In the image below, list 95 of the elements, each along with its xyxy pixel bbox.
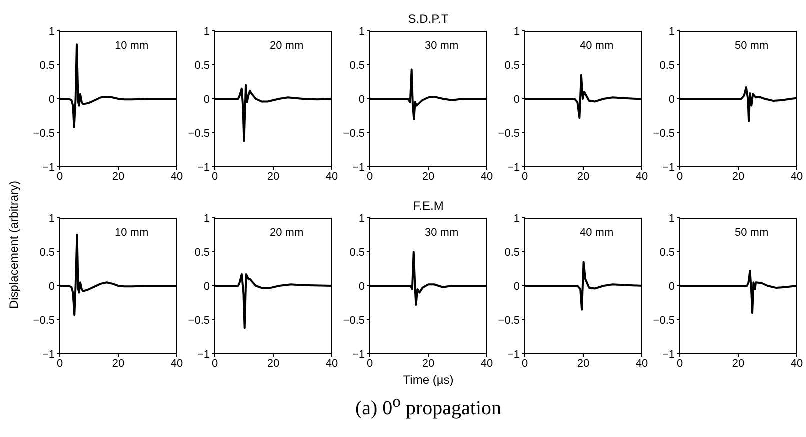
y-tick-label: 1 [204,212,210,225]
x-tick-label: 40 [480,358,494,370]
y-tick-label: −0.5 [498,128,520,140]
y-tick-label: 0 [668,280,675,293]
y-tick-label: 0 [358,280,365,293]
annotation: 50 mm [735,40,769,52]
annotation: 10 mm [115,40,149,52]
y-tick-label: −0.5 [33,128,55,140]
y-tick-label: 1 [668,26,675,38]
y-tick-label: −0.5 [653,314,675,327]
y-tick-label: −0.5 [188,128,210,140]
x-tick-label: 40 [636,170,648,183]
x-tick-label: 0 [56,170,64,183]
x-tick-label: 0 [522,170,528,183]
x-tick-label: 40 [636,358,648,370]
x-tick-label: 0 [522,358,528,370]
y-tick-label: −1 [507,162,520,174]
y-tick-label: 0.5 [660,246,675,259]
x-tick-label: 20 [112,170,125,183]
x-tick-label: 40 [326,170,338,183]
y-tick-label: 1 [204,26,210,38]
y-tick-label: 0 [48,280,55,293]
y-tick-label: −1 [42,348,55,361]
y-tick-label: 1 [358,212,365,225]
y-tick-label: 0 [204,94,210,106]
y-tick-label: 0.5 [40,246,55,259]
text: (a) 0$^{o}$ propagation [354,392,503,421]
y-tick-label: 0.5 [660,60,675,72]
x-tick-label: 40 [480,170,494,183]
chart-title: S.D.P.T [407,12,450,26]
y-axis-title: Displacement (arbitrary) [7,180,21,312]
y-tick-label: 1 [48,212,55,225]
x-tick-label: 0 [676,170,684,183]
annotation: 20 mm [270,40,304,52]
y-tick-label: −1 [352,348,365,361]
y-tick-label: 0 [358,94,365,106]
y-tick-label: −1 [197,162,210,174]
y-tick-label: 0 [514,94,520,106]
y-tick-label: 0.5 [350,60,365,72]
x-tick-label: 0 [366,358,374,370]
y-tick-label: 0.5 [350,246,365,259]
x-tick-label: 20 [577,358,590,370]
y-tick-label: 0 [48,94,55,106]
x-tick-label: 0 [676,358,684,370]
x-tick-label: 20 [267,358,280,370]
x-tick-label: 40 [790,358,804,370]
x-tick-label: 40 [170,358,184,370]
y-tick-label: −0.5 [188,314,210,327]
y-tick-label: 0 [204,280,210,293]
x-tick-label: 20 [112,358,125,370]
x-tick-label: 20 [267,170,280,183]
chart-title: F.E.M [412,199,445,213]
x-tick-label: 40 [170,170,184,183]
annotation: 40 mm [580,227,614,239]
y-tick-label: 1 [514,212,520,225]
y-tick-label: 0.5 [194,246,210,259]
annotation: 30 mm [425,40,459,52]
x-tick-label: 0 [212,358,218,370]
y-tick-label: −1 [662,348,675,361]
y-tick-label: 0 [668,94,675,106]
x-tick-label: 40 [790,170,804,183]
y-tick-label: 0.5 [504,246,520,259]
x-tick-label: 0 [366,170,374,183]
y-tick-label: 0.5 [194,60,210,72]
y-tick-label: 0 [514,280,520,293]
x-tick-label: 0 [212,170,218,183]
y-tick-label: −1 [662,162,675,174]
annotation: 20 mm [270,227,304,239]
y-tick-label: −0.5 [343,314,365,327]
y-tick-label: −0.5 [498,314,520,327]
x-tick-label: 20 [732,170,745,183]
x-tick-label: 0 [56,358,64,370]
y-tick-label: 0.5 [40,60,55,72]
x-tick-label: 20 [732,358,745,370]
y-tick-label: −1 [197,348,210,361]
y-tick-label: 1 [48,26,55,38]
y-tick-label: −0.5 [33,314,55,327]
y-tick-label: −1 [42,162,55,174]
x-tick-label: 40 [326,358,338,370]
x-tick-label: 20 [577,170,590,183]
y-tick-label: −1 [507,348,520,361]
y-tick-label: −0.5 [343,128,365,140]
x-tick-label: 20 [422,170,435,183]
y-tick-label: 0.5 [504,60,520,72]
y-tick-label: −0.5 [653,128,675,140]
annotation: 30 mm [425,227,459,239]
y-tick-label: 1 [514,26,520,38]
y-tick-label: 1 [358,26,365,38]
x-axis-title: Time (µs) [402,373,455,387]
x-tick-label: 20 [422,358,435,370]
annotation: 10 mm [115,227,149,239]
annotation: 40 mm [580,40,614,52]
y-tick-label: −1 [352,162,365,174]
annotation: 50 mm [735,227,769,239]
y-tick-label: 1 [668,212,675,225]
